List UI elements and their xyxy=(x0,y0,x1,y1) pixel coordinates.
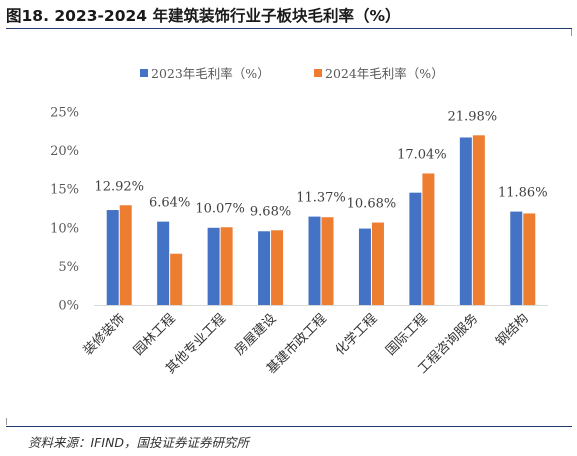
bar-2023 xyxy=(258,231,271,305)
bar-2023 xyxy=(308,216,321,305)
data-label: 17.04% xyxy=(397,147,447,162)
frame-tick xyxy=(6,418,7,425)
source-note: 资料来源：IFIND，国投证券证券研究所 xyxy=(28,435,250,450)
bar-2023 xyxy=(207,227,220,305)
data-label: 12.92% xyxy=(94,179,144,194)
legend-label-2024: 2024年毛利率（%） xyxy=(325,66,444,81)
legend-label-2023: 2023年毛利率（%） xyxy=(151,66,270,81)
legend-swatch-2024 xyxy=(314,69,322,77)
x-category-label: 装修装饰 xyxy=(81,311,128,358)
bar-2024 xyxy=(422,173,435,305)
bar-2024 xyxy=(170,253,183,305)
bar-2024 xyxy=(220,227,233,305)
bar-2023 xyxy=(409,192,422,305)
y-tick-label: 15% xyxy=(50,183,79,198)
bar-2023 xyxy=(459,137,472,305)
x-category-label: 化学工程 xyxy=(332,311,380,359)
bars: 12.92% 6.64% 10.07% 9.68% 11.37% 10.68% 17.04%… xyxy=(94,109,548,305)
bar-2023 xyxy=(358,228,371,305)
x-category-label: 钢结构 xyxy=(493,311,531,349)
bar-2024 xyxy=(371,222,384,305)
bar-2024 xyxy=(321,217,334,305)
bar-2024 xyxy=(119,205,132,305)
source-rule xyxy=(6,426,572,427)
y-tick-label: 5% xyxy=(58,260,79,275)
data-label: 11.37% xyxy=(296,191,346,206)
bar-2023 xyxy=(106,210,119,305)
data-label: 21.98% xyxy=(448,109,498,124)
data-label: 6.64% xyxy=(149,196,190,211)
legend-swatch-2023 xyxy=(140,69,148,77)
data-label: 10.68% xyxy=(347,197,397,212)
bar-2024 xyxy=(472,135,485,305)
chart-title: 图18. 2023-2024 年建筑装饰行业子板块毛利率（%） xyxy=(6,7,401,25)
y-tick-label: 10% xyxy=(50,221,79,236)
y-tick-label: 20% xyxy=(50,144,79,159)
frame-tick xyxy=(571,29,572,36)
bar-2024 xyxy=(523,213,536,305)
data-label: 11.86% xyxy=(498,186,548,201)
bar-2024 xyxy=(271,230,284,305)
title-rule xyxy=(6,28,572,29)
y-tick-label: 0% xyxy=(58,299,79,314)
x-category-label: 国际工程 xyxy=(383,311,430,358)
x-category-label: 园林工程 xyxy=(131,311,178,358)
bar-2023 xyxy=(510,211,523,305)
x-category-label: 房屋建设 xyxy=(231,311,279,359)
data-label: 10.07% xyxy=(195,201,245,216)
data-label: 9.68% xyxy=(250,204,291,219)
y-tick-label: 25% xyxy=(50,106,79,121)
y-axis: 0% 5% 10% 15% 20% 25% xyxy=(50,106,79,314)
legend: 2023年毛利率（%） 2024年毛利率（%） xyxy=(140,66,444,81)
bar-2023 xyxy=(157,221,170,305)
